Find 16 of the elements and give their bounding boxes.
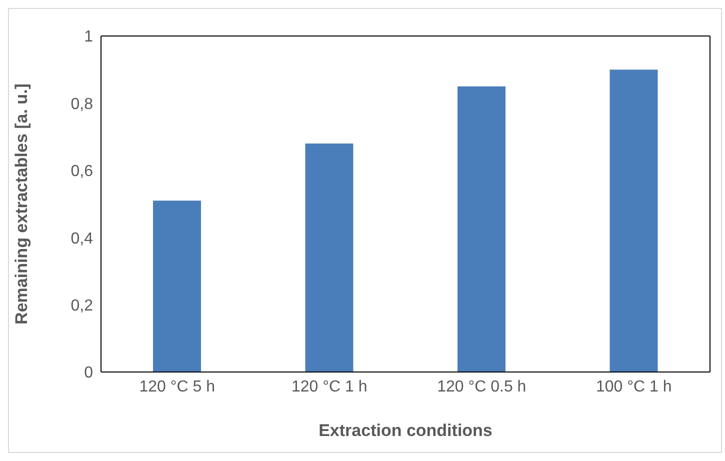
y-axis-title: Remaining extractables [a. u.] xyxy=(12,84,32,324)
y-tick-label: 0,6 xyxy=(70,163,94,180)
x-tick-label: 120 °C 5 h xyxy=(139,378,216,396)
bar xyxy=(305,144,354,372)
bar xyxy=(610,70,658,372)
x-axis-title: Extraction conditions xyxy=(318,421,492,440)
bar xyxy=(153,200,201,372)
bar xyxy=(458,86,506,372)
x-tick-label: 120 °C 0.5 h xyxy=(437,378,526,396)
x-tick-label: 100 °C 1 h xyxy=(596,378,672,396)
y-tick-label: 0,2 xyxy=(70,297,94,314)
y-tick-label: 0 xyxy=(84,364,94,382)
x-tick-label: 120 °C 1 h xyxy=(291,378,368,396)
y-tick-label: 0,8 xyxy=(70,96,94,113)
y-tick-label: 1 xyxy=(84,28,94,46)
y-tick-label: 0,4 xyxy=(70,230,94,248)
